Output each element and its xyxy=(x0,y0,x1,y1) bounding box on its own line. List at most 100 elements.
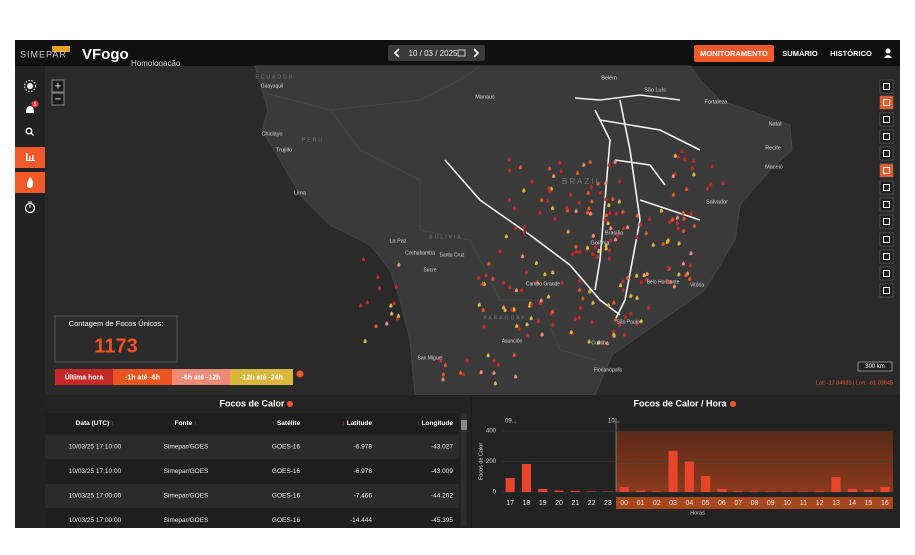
map-label: La Paz xyxy=(389,238,406,244)
map-tool[interactable] xyxy=(879,266,894,281)
nav-sumario[interactable]: SUMÁRIO xyxy=(782,49,818,58)
map-label: Santa Cruz xyxy=(439,252,465,258)
fire-point xyxy=(577,199,581,205)
bar[interactable] xyxy=(619,486,629,492)
nav-monitoramento[interactable]: MONITORAMENTO xyxy=(700,49,768,58)
sidebar-search[interactable] xyxy=(25,127,34,136)
column-header[interactable]: ↑ Longitude xyxy=(417,420,454,427)
bar[interactable] xyxy=(815,491,825,492)
user-icon[interactable] xyxy=(884,48,892,59)
prev-day[interactable] xyxy=(393,48,400,58)
sidebar-chart[interactable] xyxy=(26,153,35,161)
bar[interactable] xyxy=(684,461,694,493)
x-tick-label: 02 xyxy=(653,500,661,507)
map-tool[interactable] xyxy=(879,146,894,161)
x-tick-label: 12 xyxy=(816,500,824,507)
map-tool-glyph xyxy=(883,83,890,90)
fire-point xyxy=(522,188,526,193)
map-tool[interactable] xyxy=(879,95,894,110)
fire-point xyxy=(439,358,443,363)
next-day[interactable] xyxy=(473,48,480,58)
day-annotation: 10... xyxy=(608,419,620,425)
map-tool[interactable] xyxy=(879,112,894,127)
map-tool[interactable] xyxy=(879,283,894,298)
table-row[interactable] xyxy=(45,508,459,533)
table-header-bg xyxy=(45,413,459,433)
bar[interactable] xyxy=(538,488,548,492)
bar[interactable] xyxy=(652,491,662,492)
legend-info[interactable] xyxy=(296,370,304,378)
zoom-in[interactable]: + xyxy=(55,80,61,92)
table-cell: 10/03/25 17:10:00 xyxy=(69,444,122,451)
sidebar-sun[interactable] xyxy=(24,80,36,92)
bar[interactable] xyxy=(570,490,580,492)
bar[interactable] xyxy=(521,463,531,492)
map-tool[interactable] xyxy=(879,129,894,144)
fire-point xyxy=(617,199,622,204)
borders xyxy=(261,65,596,361)
day-annotation: 09... xyxy=(505,419,517,425)
x-tick-label: 17 xyxy=(506,500,514,507)
fire-point xyxy=(666,265,670,271)
fire-point xyxy=(477,302,481,307)
fire-point xyxy=(569,329,573,335)
bar[interactable] xyxy=(864,489,874,492)
bar[interactable] xyxy=(831,477,841,492)
map-tool[interactable] xyxy=(879,232,894,247)
bar[interactable] xyxy=(733,491,743,492)
table-info[interactable] xyxy=(287,401,293,407)
map-tool[interactable] xyxy=(879,163,894,178)
fire-point xyxy=(644,277,649,282)
legend-swatch xyxy=(113,369,172,385)
bar[interactable] xyxy=(701,475,711,492)
bar[interactable] xyxy=(505,477,515,492)
column-header[interactable]: ↑ Latitude xyxy=(342,420,373,427)
column-header[interactable]: ↑ Satélite xyxy=(272,420,301,427)
bar[interactable] xyxy=(635,490,646,492)
sidebar-timer[interactable] xyxy=(24,201,36,214)
date[interactable]: 10 / 03 / 2025 xyxy=(409,49,458,58)
sidebar-fire[interactable] xyxy=(27,177,34,188)
table-row[interactable] xyxy=(45,484,459,508)
fire-point xyxy=(622,332,627,337)
sort-icon[interactable]: ↑ xyxy=(342,420,345,427)
column-header[interactable]: Data (UTC) ↑ xyxy=(76,420,115,427)
bar[interactable] xyxy=(847,488,857,492)
x-tick-label: 03 xyxy=(669,500,677,507)
nav-historico[interactable]: HISTÓRICO xyxy=(830,49,872,58)
fire-point xyxy=(560,280,564,285)
fire-point xyxy=(608,210,612,215)
map[interactable]: ECUADOR Guayaquil Belém São Luís Manaus Forta… xyxy=(45,65,900,396)
map-tool[interactable] xyxy=(879,197,894,212)
map-label: Maceió xyxy=(765,164,783,170)
map-tool[interactable] xyxy=(879,249,894,264)
zoom-out[interactable]: − xyxy=(55,93,61,105)
x-tick-label: 18 xyxy=(523,500,531,507)
sort-icon[interactable]: ↑ xyxy=(194,420,197,427)
fire-point xyxy=(625,224,630,230)
fire-point xyxy=(441,377,445,382)
column-header[interactable]: Fonte ↑ xyxy=(175,420,198,427)
bar[interactable] xyxy=(554,490,564,492)
map-tool[interactable] xyxy=(879,180,894,195)
map-tool[interactable] xyxy=(879,79,894,94)
bar[interactable] xyxy=(880,486,890,492)
map-tool-glyph xyxy=(883,116,890,123)
fire-point xyxy=(522,229,527,234)
map-label: São Luís xyxy=(644,87,666,93)
chart-info[interactable] xyxy=(730,401,736,407)
map-tool[interactable] xyxy=(879,214,894,229)
fire-point xyxy=(492,370,496,375)
table-row[interactable] xyxy=(45,459,459,484)
sort-icon[interactable]: ↑ xyxy=(272,420,275,427)
sort-icon[interactable]: ↑ xyxy=(417,420,420,427)
sidebar-alerts[interactable] xyxy=(26,100,39,114)
table-row[interactable] xyxy=(45,435,459,459)
sort-icon[interactable]: ↑ xyxy=(111,420,114,427)
fire-point xyxy=(378,285,382,291)
bar[interactable] xyxy=(717,488,727,492)
fire-point xyxy=(604,243,608,248)
fire-point xyxy=(498,249,502,254)
scroll-thumb[interactable] xyxy=(461,420,467,430)
bar[interactable] xyxy=(668,450,678,492)
